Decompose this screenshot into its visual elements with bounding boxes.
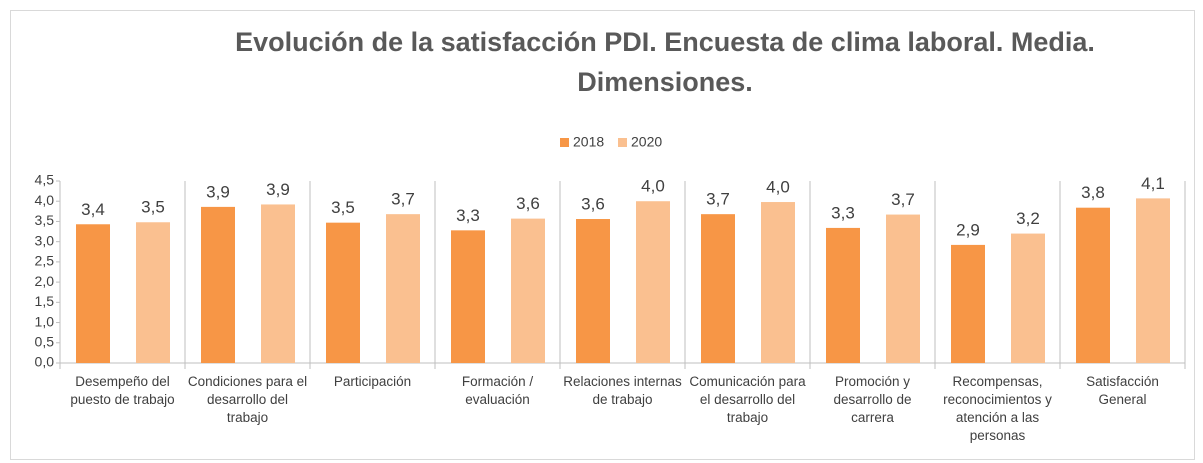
value-label: 2,9 [956, 220, 980, 239]
bar [576, 219, 610, 363]
chart-title: Evolución de la satisfacción PDI. Encues… [235, 27, 1095, 97]
value-label: 3,6 [516, 194, 540, 213]
value-label: 3,3 [831, 203, 855, 222]
value-label: 3,9 [206, 182, 230, 201]
bar [886, 214, 920, 363]
x-tick-label: Recompensas, reconocimientos y atención … [943, 374, 1052, 443]
bar [761, 202, 795, 363]
x-tick-label: Satisfacción General [1086, 374, 1159, 407]
value-label: 4,1 [1141, 174, 1165, 193]
x-tick-label: Relaciones internas de trabajo [563, 374, 682, 407]
y-tick-label: 0,5 [35, 333, 55, 349]
y-tick-label: 3,5 [35, 212, 55, 228]
value-label: 3,8 [1081, 183, 1105, 202]
bar [951, 244, 985, 363]
bar [826, 227, 860, 363]
y-tick-label: 4,0 [35, 192, 55, 208]
x-tick-label: Formación / evaluación [461, 374, 534, 407]
bar [201, 206, 235, 363]
chart-frame [10, 10, 1195, 460]
bar [636, 201, 670, 363]
value-label: 4,0 [641, 177, 665, 196]
bar [326, 222, 360, 363]
x-tick-label: Comunicación para el desarrollo del trab… [689, 374, 806, 425]
bar [386, 214, 420, 363]
bar [1076, 207, 1110, 363]
x-tick-label: Participación [333, 374, 412, 389]
bar [1011, 233, 1045, 363]
bar [1136, 198, 1170, 363]
bar [76, 224, 110, 363]
x-tick-label: Desempeño del puesto de trabajo [70, 374, 175, 407]
value-label: 4,0 [766, 178, 790, 197]
bar [701, 214, 735, 363]
value-label: 3,7 [391, 190, 415, 209]
bar [136, 222, 170, 363]
value-label: 3,7 [706, 190, 730, 209]
y-tick-label: 3,0 [35, 232, 55, 248]
legend-swatch [618, 138, 627, 147]
y-tick-label: 4,5 [35, 172, 55, 188]
x-tick-label: Condiciones para el desarrollo del traba… [187, 374, 308, 425]
legend-swatch [560, 138, 569, 147]
y-tick-label: 0,0 [35, 354, 55, 370]
bar [261, 204, 295, 363]
value-label: 3,5 [141, 198, 165, 217]
bar [451, 230, 485, 363]
value-label: 3,4 [81, 200, 105, 219]
y-tick-label: 2,5 [35, 253, 55, 269]
bar [511, 218, 545, 363]
y-tick-label: 2,0 [35, 273, 55, 289]
y-tick-label: 1,0 [35, 313, 55, 329]
value-label: 3,7 [891, 190, 915, 209]
legend-label: 2018 [573, 134, 604, 150]
legend-label: 2020 [631, 134, 662, 150]
y-tick-label: 1,5 [35, 293, 55, 309]
value-label: 3,9 [266, 180, 290, 199]
x-tick-label: Promoción y desarrollo de carrera [833, 374, 912, 425]
value-label: 3,5 [331, 198, 355, 217]
value-label: 3,2 [1016, 209, 1040, 228]
value-label: 3,6 [581, 195, 605, 214]
value-label: 3,3 [456, 206, 480, 225]
